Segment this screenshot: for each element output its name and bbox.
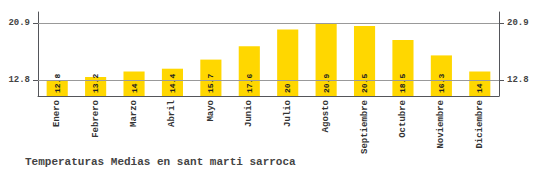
- svg-text:Noviembre: Noviembre: [436, 100, 446, 149]
- svg-text:Enero: Enero: [52, 100, 62, 127]
- svg-text:17.6: 17.6: [245, 74, 254, 93]
- svg-text:Agosto: Agosto: [321, 100, 331, 132]
- svg-text:Junio: Junio: [244, 100, 254, 127]
- svg-text:Diciembre: Diciembre: [475, 100, 485, 149]
- svg-text:12.8: 12.8: [53, 74, 62, 93]
- svg-text:20.9: 20.9: [507, 18, 529, 28]
- svg-text:Mayo: Mayo: [206, 100, 216, 122]
- svg-text:18.5: 18.5: [398, 74, 407, 93]
- svg-text:20.5: 20.5: [360, 74, 369, 93]
- svg-text:12.8: 12.8: [507, 75, 529, 85]
- svg-text:15.7: 15.7: [206, 74, 215, 93]
- svg-text:14: 14: [130, 83, 139, 93]
- svg-text:13.2: 13.2: [91, 74, 100, 93]
- svg-text:Julio: Julio: [283, 100, 293, 127]
- svg-text:20: 20: [283, 83, 292, 93]
- svg-text:Febrero: Febrero: [91, 100, 101, 138]
- svg-text:20.9: 20.9: [322, 74, 331, 93]
- svg-text:Abril: Abril: [167, 99, 177, 127]
- svg-text:12.8: 12.8: [8, 75, 30, 85]
- svg-text:Octubre: Octubre: [398, 100, 408, 138]
- svg-text:Septiembre: Septiembre: [360, 100, 370, 154]
- svg-text:14: 14: [475, 83, 484, 93]
- svg-text:16.3: 16.3: [437, 74, 446, 93]
- svg-text:Marzo: Marzo: [129, 100, 139, 127]
- svg-text:Temperaturas Medias en sant ma: Temperaturas Medias en sant marti sarroc…: [25, 156, 296, 168]
- svg-text:20.9: 20.9: [8, 18, 30, 28]
- svg-text:14.4: 14.4: [168, 74, 177, 93]
